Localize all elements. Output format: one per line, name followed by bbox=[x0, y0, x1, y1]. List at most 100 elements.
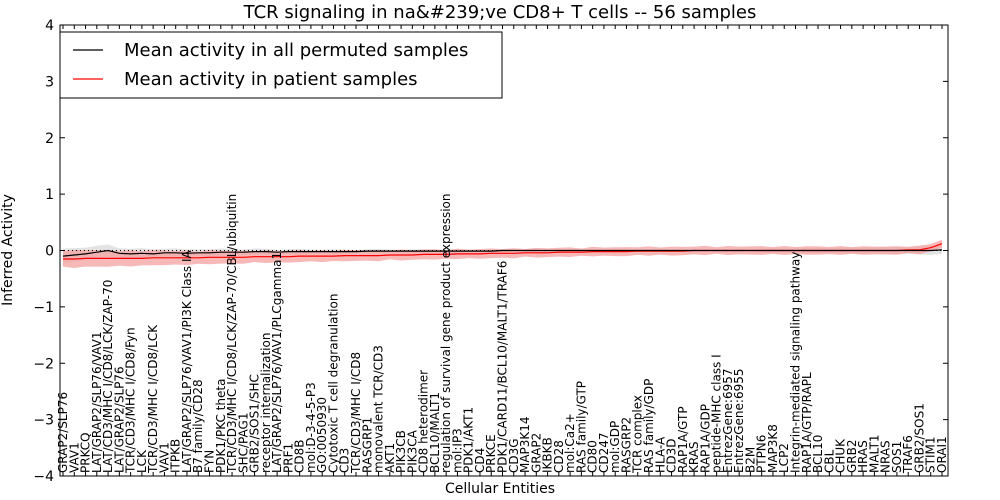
entity-label: TRAF6 bbox=[901, 435, 915, 474]
entity-label: receptor internalization bbox=[259, 333, 273, 473]
entity-label: mol:D-3-4-5-P3 bbox=[304, 382, 318, 473]
entity-label: PRF1 bbox=[281, 443, 295, 473]
x-axis-ticks bbox=[62, 25, 943, 476]
y-axis-ticks: 4 3 2 1 0 −1 −2 −3 −4 bbox=[33, 18, 948, 485]
entity-label: LCP2 bbox=[777, 443, 791, 473]
entity-label: LAT/GRAP2/SLP76 bbox=[112, 366, 126, 473]
entity-label: RAS family/GTP bbox=[574, 381, 588, 473]
entity-label: PDK1/CARD11/BCL10/MALT1/TRAF6 bbox=[496, 261, 510, 473]
entity-label: LAT/GRAP2/SLP76/VAV1/PLCgamma1 bbox=[270, 252, 284, 473]
entity-label: MAP3K8 bbox=[766, 424, 780, 473]
y-tick-label: −3 bbox=[33, 413, 54, 429]
entity-label: RAP1A/GTP/RAPL bbox=[800, 372, 814, 473]
entity-label: PTPN6 bbox=[755, 435, 769, 473]
legend-box bbox=[59, 31, 503, 99]
entity-label: PDK1/PKC theta bbox=[214, 379, 228, 473]
entity-label: AKT1 bbox=[383, 443, 397, 473]
entity-label: PRKCE bbox=[484, 434, 498, 473]
entity-label: TCR/CD3/MHC I/CD8/Fyn bbox=[124, 327, 138, 474]
entity-label: HRAS bbox=[856, 440, 870, 473]
entity-label: SHC/PAG1 bbox=[236, 413, 250, 473]
entity-label: CD80 bbox=[586, 440, 600, 473]
entity-label: B2M bbox=[743, 447, 757, 473]
entity-labels: GRAP2/SLP76VAV1PRKCQLAT/GRAP2/SLP76/VAV1… bbox=[56, 194, 949, 474]
entity-label: PDK1/AKT1 bbox=[462, 407, 476, 473]
y-tick-label: 1 bbox=[45, 187, 54, 203]
entity-label: KRAS bbox=[687, 441, 701, 473]
entity-label: MALT1 bbox=[867, 434, 881, 473]
entity-label: RAS family/GDP bbox=[642, 379, 656, 473]
series-lines bbox=[62, 243, 943, 260]
entity-label: STIM1 bbox=[924, 437, 938, 473]
entity-label: ORAI1 bbox=[935, 436, 949, 473]
entity-label: EntrezGene:6955 bbox=[732, 369, 746, 474]
entity-label: CHUK bbox=[834, 438, 848, 473]
entity-label: TCR complex bbox=[631, 395, 645, 474]
y-tick-label: −1 bbox=[33, 300, 54, 316]
legend: Mean activity in all permuted samples Me… bbox=[59, 31, 503, 99]
y-tick-label: 3 bbox=[45, 74, 54, 90]
x-axis-label: Cellular Entities bbox=[445, 481, 555, 497]
entity-label: LCK bbox=[135, 449, 149, 473]
entity-label: CD3D bbox=[665, 439, 679, 474]
entity-label: TCR/CD3/MHC I/CD8 bbox=[349, 352, 363, 474]
entity-label: LAT/GRAP2/SLP76/VAV1/PI3K Class IA bbox=[180, 249, 194, 473]
entity-label: FYN bbox=[203, 450, 217, 473]
entity-label: GRB2/SOS1 bbox=[913, 403, 927, 473]
entity-label: CD3G bbox=[507, 438, 521, 473]
y-axis-label: Inferred Activity bbox=[0, 194, 16, 306]
entity-label: GO:0050930 bbox=[315, 397, 329, 473]
entity-label: ITPKB bbox=[169, 439, 183, 473]
entity-label: PRKCQ bbox=[79, 432, 93, 473]
y-tick-label: −4 bbox=[33, 469, 54, 485]
entity-label: CD8 heterodimer bbox=[417, 370, 431, 473]
entity-label: CD4 bbox=[473, 448, 487, 473]
entity-label: mol:GDP bbox=[608, 421, 622, 473]
entity-label: VAV1 bbox=[67, 442, 81, 473]
entity-label: LAT/CD3/MHC I/CD8/LCK/ZAP-70 bbox=[101, 280, 115, 473]
legend-label-permuted: Mean activity in all permuted samples bbox=[124, 40, 468, 61]
entity-label: CD3 bbox=[338, 448, 352, 473]
entity-label: GRAP2 bbox=[529, 433, 543, 473]
y-tick-label: 2 bbox=[45, 131, 54, 147]
entity-label: CD247 bbox=[597, 432, 611, 473]
entity-label: TCR/CD3/MHC I/CD8/LCK/ZAP-70/CBL/ubiquit… bbox=[225, 194, 239, 474]
entity-label: EntrezGene:6957 bbox=[721, 369, 735, 474]
entity-label: monovalent TCR/CD3 bbox=[372, 345, 386, 473]
entity-label: mol:IP3 bbox=[450, 428, 464, 473]
legend-label-patient: Mean activity in patient samples bbox=[124, 69, 418, 90]
entity-label: VAV1 bbox=[157, 442, 171, 473]
chart-title: TCR signaling in na&#239;ve CD8+ T cells… bbox=[243, 2, 757, 23]
line-permuted bbox=[62, 249, 943, 257]
entity-label: RAP1A/GTP bbox=[676, 406, 690, 473]
entity-label: peptide-MHC class I bbox=[710, 354, 724, 473]
entity-label: MAP3K14 bbox=[518, 416, 532, 473]
entity-label: BCL10/MALT1 bbox=[428, 392, 442, 473]
entity-label: BCL10 bbox=[811, 435, 825, 473]
y-tick-label: −2 bbox=[33, 356, 54, 372]
entity-label: RAP1A/GDP bbox=[698, 404, 712, 473]
entity-label: GRB2/SOS1/SHC bbox=[248, 374, 262, 473]
y-tick-label: 0 bbox=[45, 244, 54, 260]
entity-label: CD28 bbox=[552, 440, 566, 473]
entity-label: TCR/CD3/MHC I/CD8/LCK bbox=[146, 324, 160, 474]
entity-label: mol:Ca2+ bbox=[563, 413, 577, 473]
entity-label: RASGRP1 bbox=[360, 417, 374, 473]
entity-label: GRB2 bbox=[845, 439, 859, 473]
entity-label: IKBKB bbox=[541, 437, 555, 473]
entity-label: LAT/GRAP2/SLP76/VAV1 bbox=[90, 332, 104, 473]
entity-label: regulation of survival gene product expr… bbox=[439, 194, 453, 473]
entity-label: CBL bbox=[822, 449, 836, 473]
entity-label: CD8B bbox=[293, 440, 307, 474]
entity-label: Integrin-mediated signaling pathway bbox=[789, 252, 803, 473]
entity-label: PIK3CA bbox=[405, 429, 419, 473]
entity-label: B7 family/CD28 bbox=[191, 379, 205, 473]
entity-label: PIK3CB bbox=[394, 430, 408, 473]
entity-label: Cytotoxic T cell degranulation bbox=[327, 294, 341, 473]
entity-label: HLA-A bbox=[653, 436, 667, 473]
entity-label: RASGRP2 bbox=[620, 417, 634, 473]
entity-label: NRAS bbox=[879, 440, 893, 473]
entity-label: SOS1 bbox=[890, 441, 904, 473]
y-tick-label: 4 bbox=[45, 18, 54, 34]
